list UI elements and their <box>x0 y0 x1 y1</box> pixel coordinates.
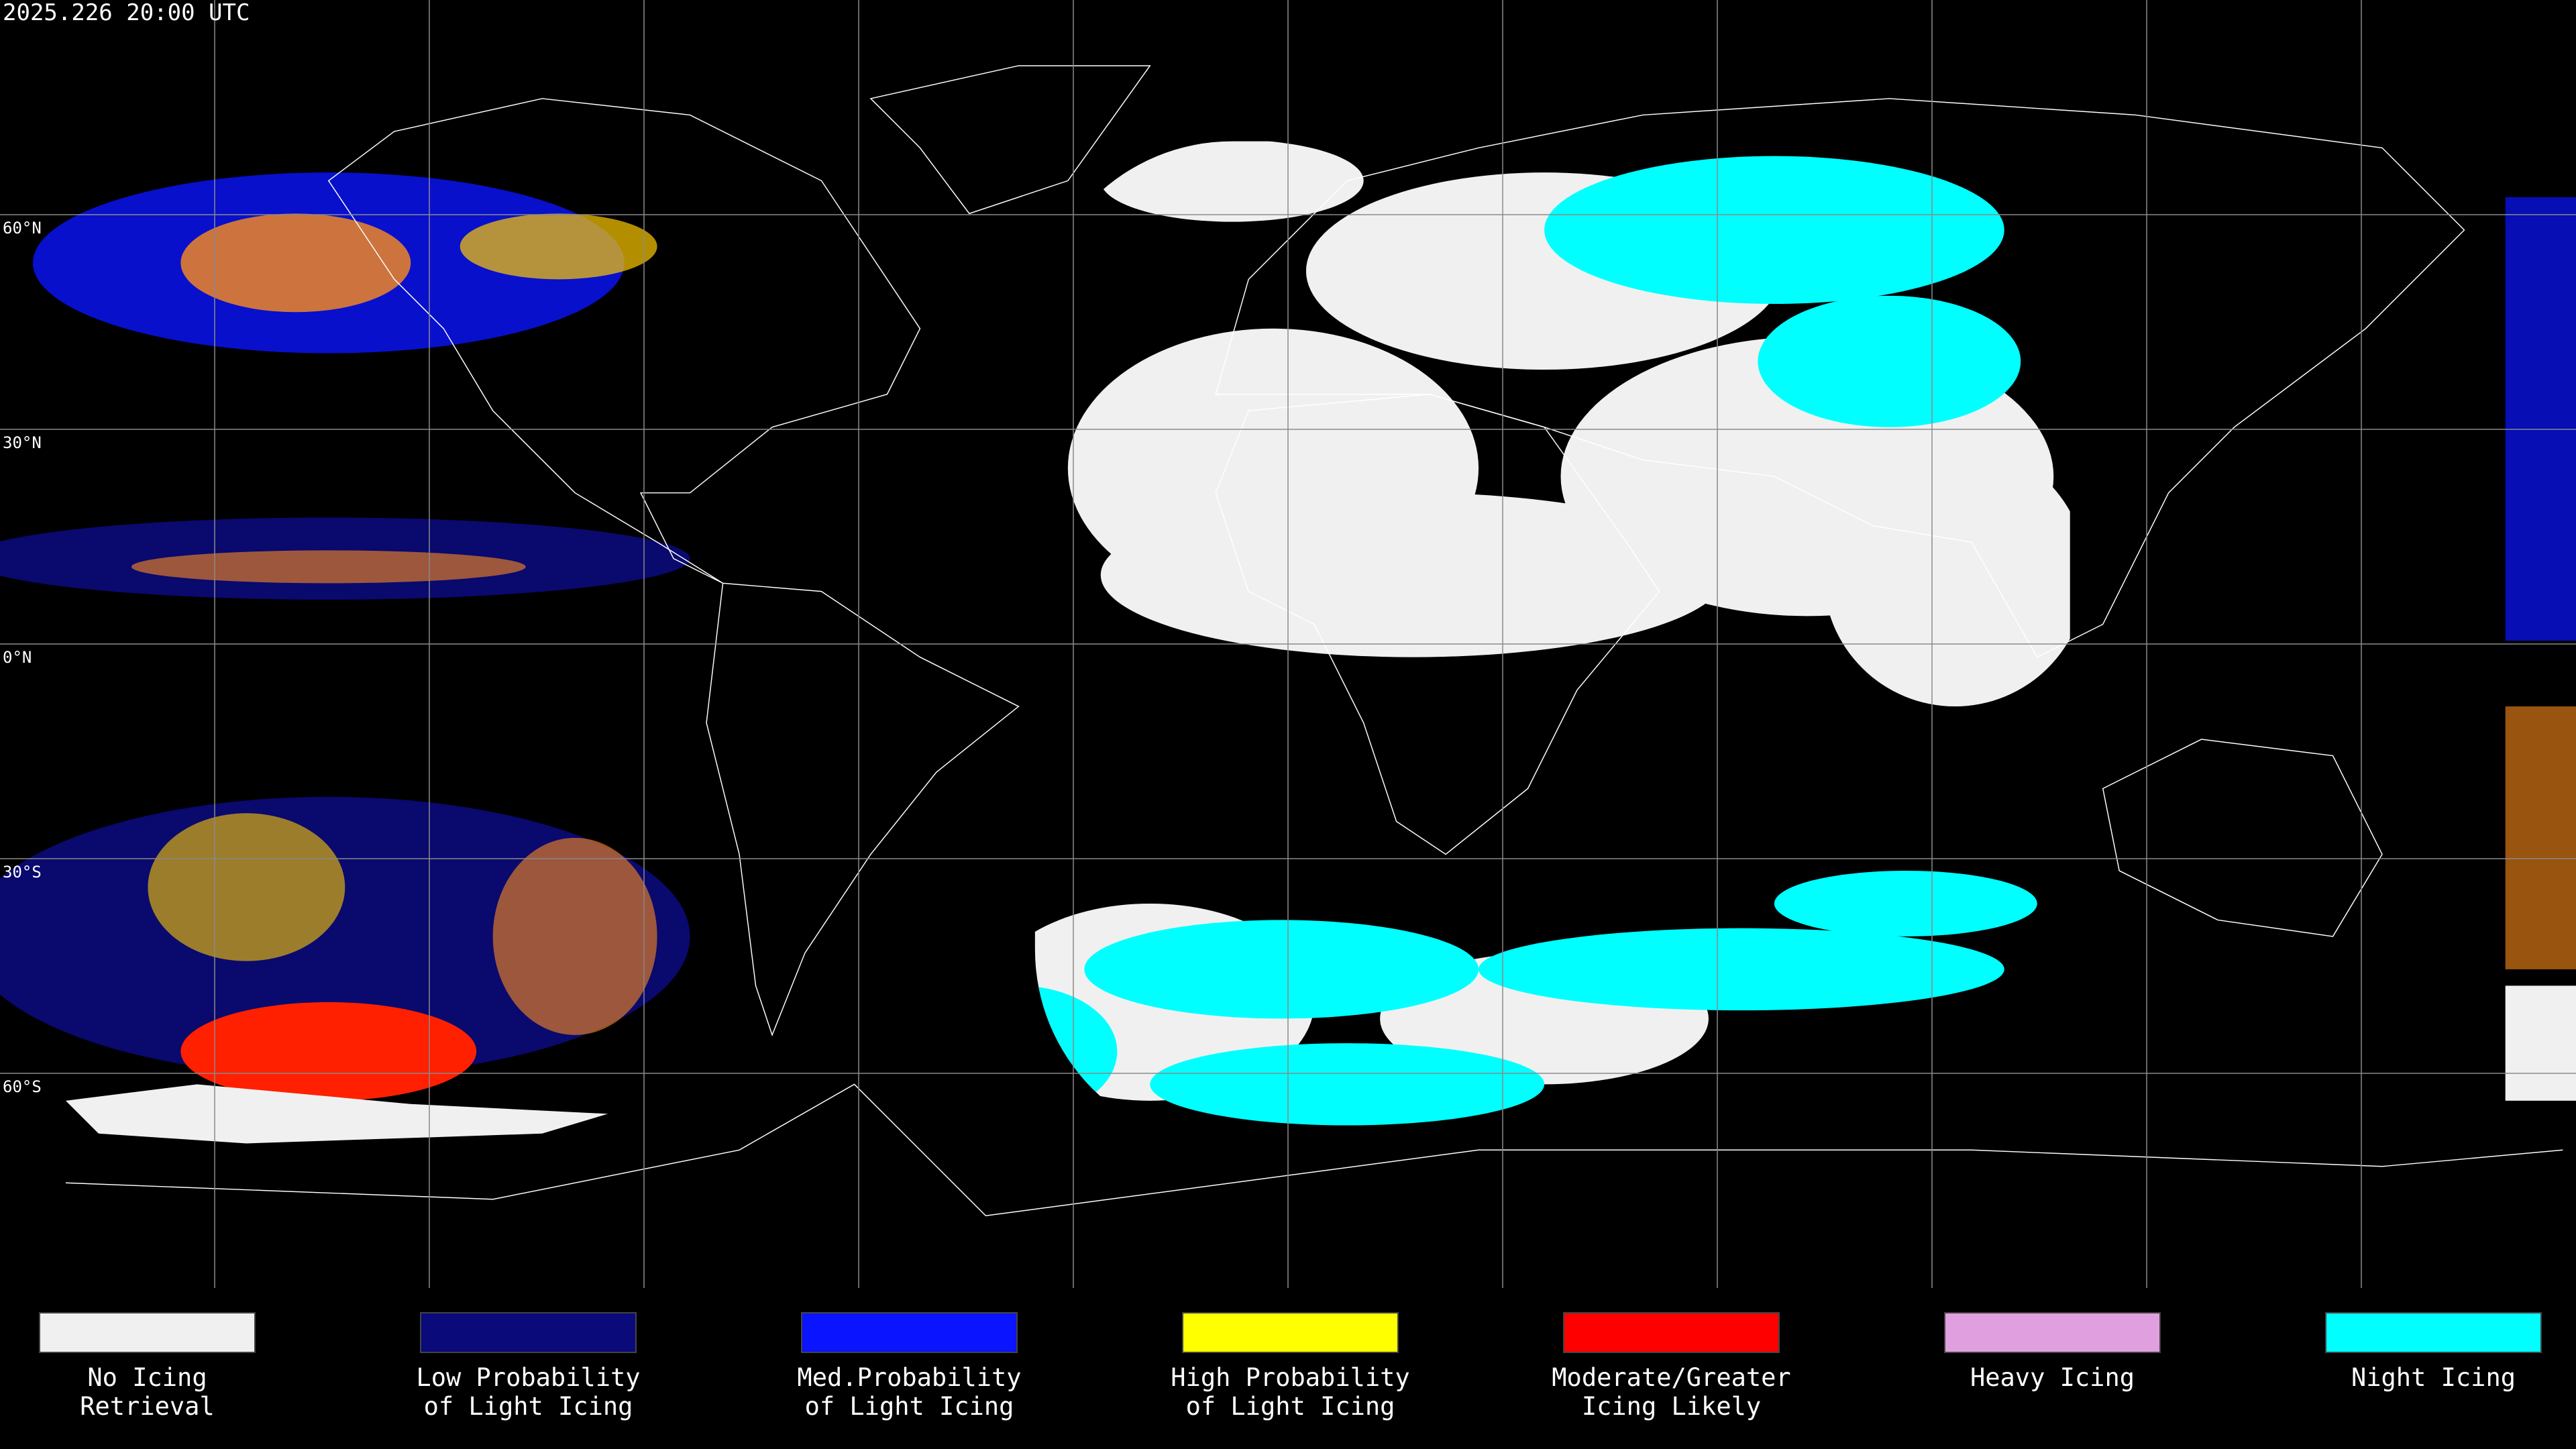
lat-label: 60°N <box>3 219 42 237</box>
coastline <box>327 98 921 584</box>
no-icing-patch <box>1100 492 1725 657</box>
night-icing-patch <box>1084 920 1479 1019</box>
coastline <box>706 582 1020 1036</box>
high-icing-patch <box>148 813 345 961</box>
legend-label: Retrieval <box>80 1392 214 1421</box>
legend-swatch <box>801 1312 1018 1353</box>
legend-label: Heavy Icing <box>1970 1363 2135 1392</box>
legend-label: Low Probability <box>416 1363 640 1392</box>
timestamp: 2025.226 20:00 UTC <box>3 0 250 26</box>
legend-label: No Icing <box>87 1363 207 1392</box>
lat-label: 30°N <box>3 433 42 452</box>
night-icing-patch <box>1479 928 2004 1011</box>
med-icing-patch <box>2505 197 2576 641</box>
legend-label: High Probability <box>1171 1363 1409 1392</box>
legend-swatch <box>2325 1312 2542 1353</box>
coastline <box>1215 98 2465 658</box>
lat-label: 30°S <box>3 863 42 881</box>
legend-swatch <box>39 1312 256 1353</box>
coastline <box>1215 394 1660 855</box>
no-icing-patch <box>1100 141 1364 222</box>
lat-labels: 60°N 30°N 0°N 30°S 60°S <box>3 219 42 1096</box>
moderate-icing-patch <box>131 550 526 584</box>
lat-label: 60°S <box>3 1077 42 1096</box>
coastline <box>869 65 1151 215</box>
legend-label: Night Icing <box>2351 1363 2516 1392</box>
night-icing-patch <box>1150 1043 1545 1126</box>
moderate-icing-patch <box>492 837 657 1035</box>
moderate-icing-patch <box>180 213 411 313</box>
legend-label: of Light Icing <box>1186 1392 1395 1421</box>
lat-label: 0°N <box>3 648 32 667</box>
graticule <box>0 0 2576 1288</box>
pacific-retrievals <box>0 172 2576 1144</box>
legend-label: Icing Likely <box>1582 1392 1761 1421</box>
no-icing-patch <box>2505 985 2576 1101</box>
high-icing-patch <box>460 213 657 280</box>
night-icing-patch <box>1758 295 2021 427</box>
legend-label: of Light Icing <box>805 1392 1014 1421</box>
night-icing-patch <box>1544 156 2004 305</box>
coastline <box>65 1083 2563 1217</box>
night-icing-patch <box>1774 870 2037 936</box>
no-icing-patch <box>65 1084 608 1144</box>
legend-label: of Light Icing <box>424 1392 633 1421</box>
map-layer <box>0 65 2576 1217</box>
coastlines <box>65 65 2563 1217</box>
no-icing-patch <box>1823 443 2070 707</box>
legend-label: Moderate/Greater <box>1552 1363 1790 1392</box>
legend-swatch <box>1563 1312 1780 1353</box>
moderate-icing-patch <box>2505 706 2576 969</box>
disk-retrievals <box>1034 141 2070 1126</box>
moderate-icing-patch <box>180 1002 477 1101</box>
legend-label: Med.Probability <box>797 1363 1021 1392</box>
legend-swatch <box>420 1312 637 1353</box>
legend-swatch <box>1944 1312 2161 1353</box>
coastline <box>2102 739 2383 937</box>
legend-swatch <box>1182 1312 1399 1353</box>
